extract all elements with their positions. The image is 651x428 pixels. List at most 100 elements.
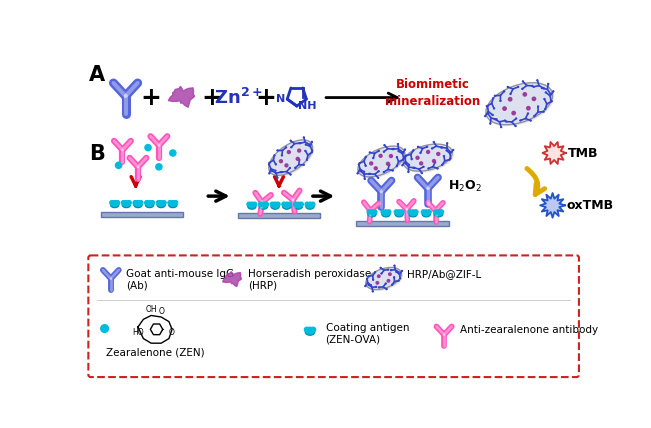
Text: oxTMB: oxTMB	[566, 199, 614, 212]
Circle shape	[443, 156, 445, 157]
Circle shape	[379, 155, 382, 158]
Circle shape	[270, 202, 275, 206]
Circle shape	[449, 159, 450, 160]
Circle shape	[378, 275, 380, 277]
Circle shape	[413, 210, 418, 214]
Circle shape	[372, 279, 374, 280]
Circle shape	[299, 202, 303, 206]
Circle shape	[533, 86, 534, 87]
Text: Goat anti-mouse IgG
(Ab): Goat anti-mouse IgG (Ab)	[126, 269, 234, 291]
Ellipse shape	[271, 204, 279, 209]
Circle shape	[308, 202, 312, 206]
Circle shape	[305, 144, 306, 145]
Circle shape	[379, 287, 380, 288]
Circle shape	[384, 145, 385, 146]
Circle shape	[405, 163, 406, 164]
Text: O: O	[158, 307, 164, 316]
Circle shape	[311, 202, 315, 206]
Bar	[238, 213, 320, 218]
Text: A: A	[89, 65, 105, 85]
Circle shape	[376, 282, 379, 284]
Polygon shape	[542, 142, 566, 164]
Circle shape	[156, 200, 161, 205]
Circle shape	[527, 107, 530, 110]
Circle shape	[381, 273, 382, 274]
Ellipse shape	[247, 204, 256, 209]
Ellipse shape	[366, 268, 402, 290]
Circle shape	[423, 166, 424, 167]
Bar	[357, 221, 449, 226]
Circle shape	[277, 150, 278, 151]
Circle shape	[247, 202, 251, 206]
Circle shape	[269, 164, 270, 165]
Ellipse shape	[259, 204, 268, 209]
Circle shape	[537, 80, 538, 81]
Circle shape	[139, 200, 143, 205]
Circle shape	[437, 168, 438, 169]
Circle shape	[394, 210, 398, 214]
Circle shape	[400, 210, 404, 214]
Circle shape	[387, 279, 390, 282]
FancyBboxPatch shape	[89, 256, 579, 377]
Circle shape	[413, 150, 414, 151]
Ellipse shape	[409, 211, 417, 217]
Circle shape	[298, 149, 301, 152]
Circle shape	[161, 200, 166, 205]
Circle shape	[414, 167, 415, 168]
Circle shape	[387, 210, 391, 214]
Circle shape	[383, 210, 388, 214]
Circle shape	[127, 200, 132, 205]
Circle shape	[304, 327, 309, 332]
Circle shape	[275, 170, 276, 171]
Circle shape	[523, 93, 527, 96]
Circle shape	[424, 210, 428, 214]
Circle shape	[368, 284, 369, 285]
Text: Coating antigen
(ZEN-OVA): Coating antigen (ZEN-OVA)	[326, 323, 409, 345]
Circle shape	[370, 162, 372, 165]
Circle shape	[545, 109, 546, 110]
Circle shape	[402, 159, 404, 160]
Circle shape	[507, 86, 508, 87]
Circle shape	[387, 162, 389, 165]
Ellipse shape	[111, 202, 119, 208]
Circle shape	[508, 98, 512, 101]
Circle shape	[145, 145, 151, 151]
Circle shape	[170, 150, 176, 156]
Circle shape	[378, 151, 379, 152]
Circle shape	[486, 106, 488, 107]
Circle shape	[307, 327, 312, 332]
Circle shape	[113, 200, 117, 205]
Circle shape	[516, 118, 517, 119]
Circle shape	[389, 164, 390, 165]
Ellipse shape	[145, 202, 154, 208]
Ellipse shape	[306, 204, 314, 209]
Circle shape	[269, 173, 270, 174]
Circle shape	[359, 163, 360, 164]
Circle shape	[447, 143, 448, 144]
Circle shape	[435, 162, 436, 163]
Circle shape	[550, 93, 551, 94]
Ellipse shape	[359, 148, 406, 178]
Circle shape	[402, 165, 403, 166]
Text: +: +	[201, 86, 222, 110]
Circle shape	[551, 101, 552, 102]
Circle shape	[367, 210, 372, 214]
Text: B: B	[89, 144, 105, 164]
Text: HO: HO	[132, 328, 144, 337]
Circle shape	[365, 165, 366, 166]
Ellipse shape	[381, 211, 390, 217]
Circle shape	[450, 158, 451, 159]
Text: +: +	[141, 86, 161, 110]
Circle shape	[408, 210, 413, 214]
Circle shape	[275, 164, 276, 165]
Circle shape	[303, 164, 304, 165]
Ellipse shape	[395, 211, 404, 217]
Circle shape	[426, 151, 430, 153]
Circle shape	[295, 167, 296, 168]
Circle shape	[367, 278, 368, 279]
Ellipse shape	[368, 211, 376, 217]
Circle shape	[533, 97, 536, 101]
Circle shape	[421, 173, 422, 174]
Circle shape	[282, 202, 286, 206]
Circle shape	[420, 152, 421, 153]
